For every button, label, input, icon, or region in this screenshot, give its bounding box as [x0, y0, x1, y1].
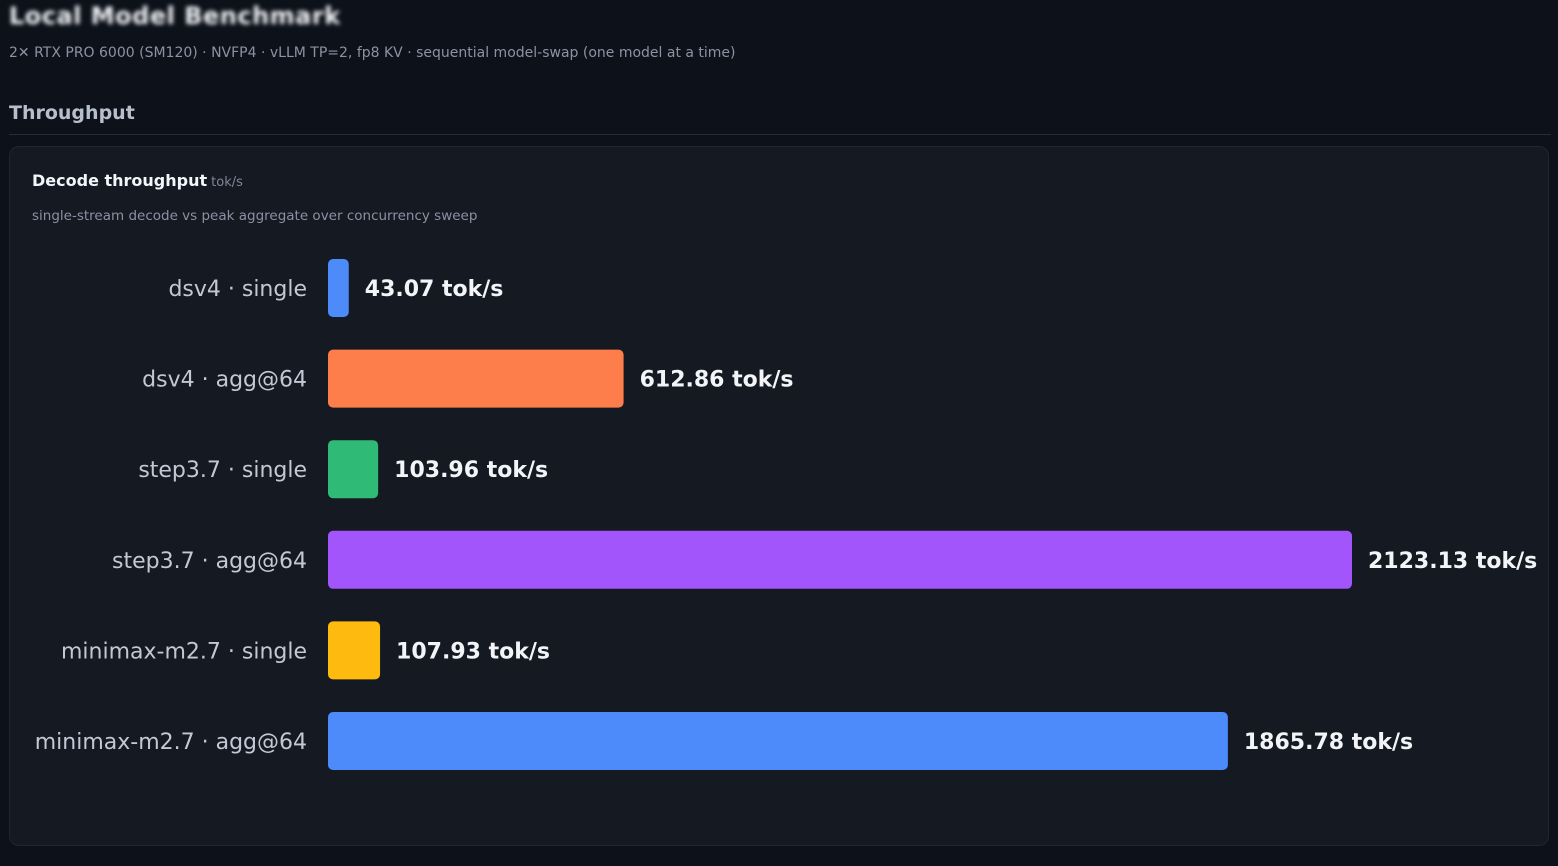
value-label: 2123.13 tok/s: [1368, 549, 1537, 574]
value-label: 43.07 tok/s: [365, 277, 504, 302]
category-label: dsv4 · single: [168, 277, 307, 302]
bar: [328, 712, 1228, 770]
value-label: 612.86 tok/s: [640, 368, 794, 393]
chart-card: Decode throughput tok/s single-stream dec…: [9, 146, 1549, 846]
chart-title: Decode throughput tok/s: [32, 171, 243, 190]
section-divider: [9, 134, 1551, 135]
category-label: step3.7 · single: [138, 458, 307, 483]
category-label: dsv4 · agg@64: [142, 368, 307, 393]
chart-subtitle: single-stream decode vs peak aggregate o…: [32, 208, 478, 224]
value-label: 1865.78 tok/s: [1244, 730, 1413, 755]
category-label: minimax-m2.7 · agg@64: [35, 730, 307, 755]
chart-title-text: Decode throughput: [32, 171, 208, 190]
bar: [328, 530, 1352, 589]
chart-unit: tok/s: [211, 175, 243, 190]
page-subtitle: 2✕ RTX PRO 6000 (SM120) · NVFP4 · vLLM T…: [9, 45, 736, 61]
category-label: minimax-m2.7 · single: [61, 639, 307, 664]
value-label: 103.96 tok/s: [394, 458, 548, 483]
section-title: Throughput: [9, 102, 135, 124]
bar-chart: dsv4 · single 43.07 tok/s dsv4 · agg@64 612…: [35, 259, 1537, 770]
bar: [328, 259, 349, 317]
bar: [328, 440, 379, 499]
page-title: Local Model Benchmark: [9, 2, 341, 30]
bar: [328, 621, 381, 680]
bar: [328, 349, 624, 408]
category-label: step3.7 · agg@64: [112, 549, 307, 574]
value-label: 107.93 tok/s: [396, 639, 550, 664]
